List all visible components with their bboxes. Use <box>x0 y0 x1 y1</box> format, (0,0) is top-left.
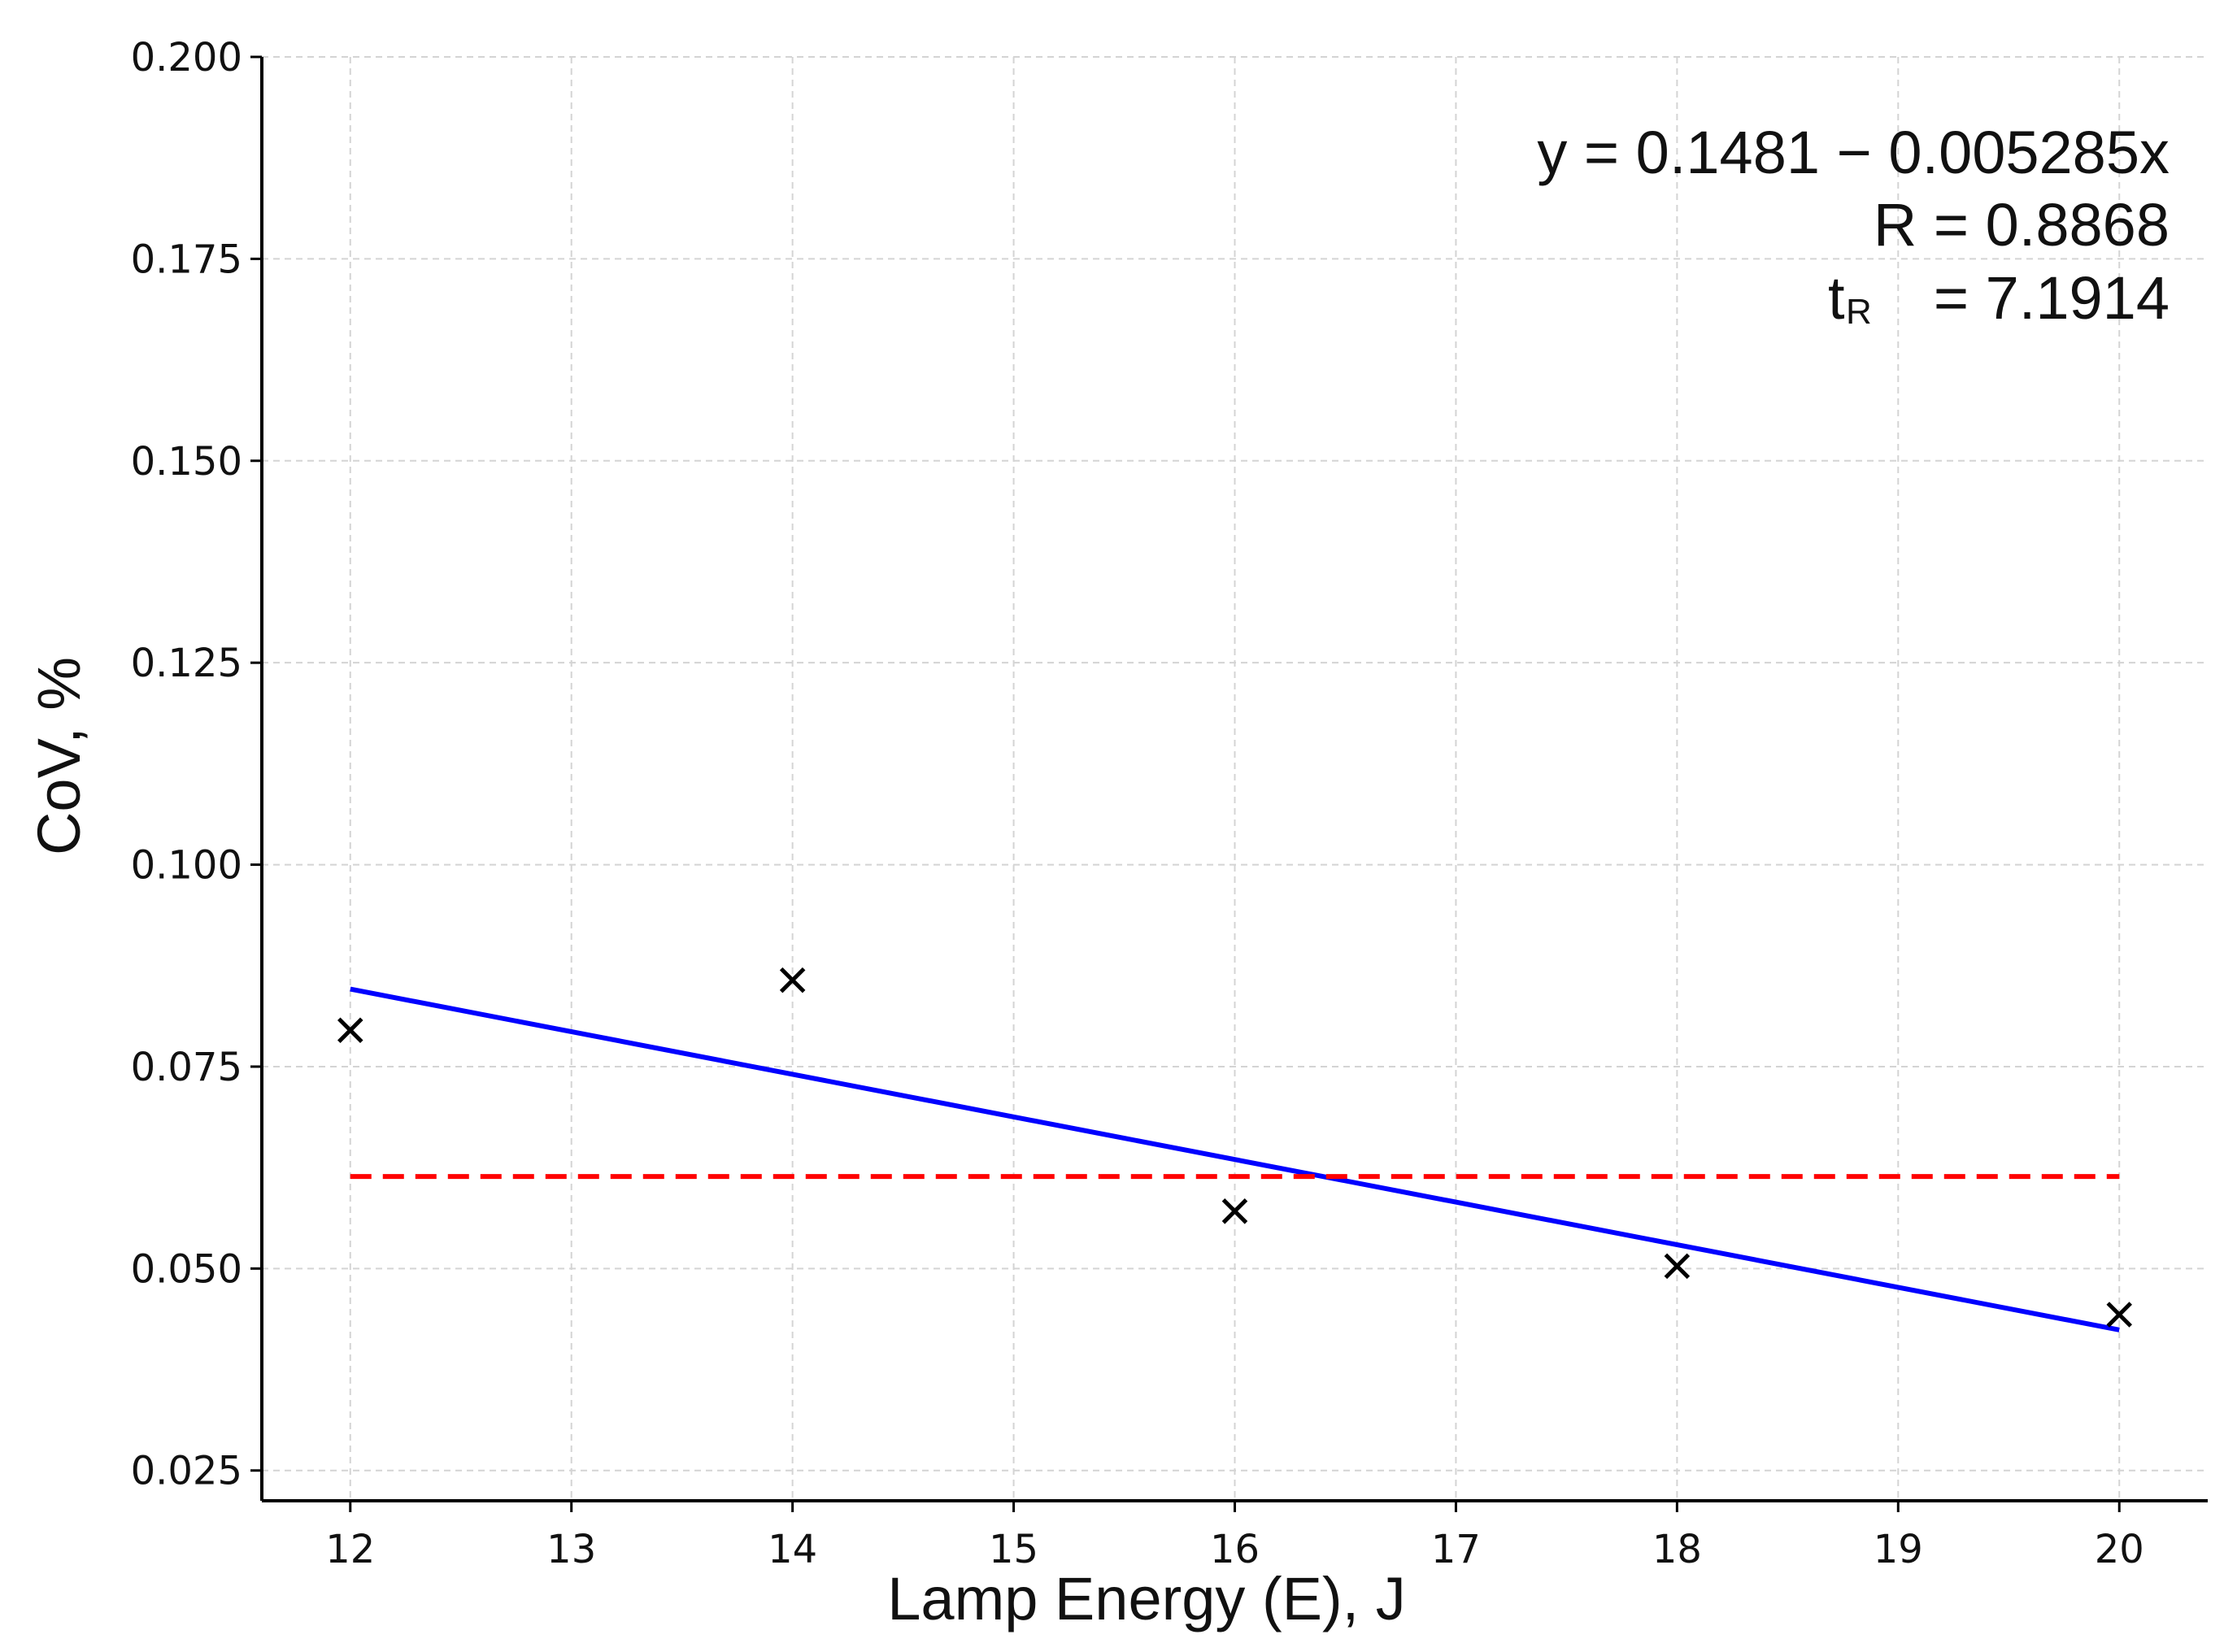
data-point <box>2106 1302 2132 1328</box>
y-tick-label: 0.175 <box>131 237 242 282</box>
fit-annotation: y = 0.1481 − 0.005285x R = 0.8868 = 7.19… <box>1537 119 2170 332</box>
data-point-stroke <box>779 967 806 993</box>
r-value-text: R = 0.8868 <box>1874 191 2170 259</box>
data-point-stroke <box>337 1017 363 1044</box>
x-tick-label: 19 <box>1874 1527 1923 1572</box>
y-tick-label: 0.100 <box>131 843 242 889</box>
data-point <box>779 967 806 993</box>
x-tick-label: 16 <box>1210 1527 1260 1572</box>
y-axis-title: CoV, % <box>25 657 93 855</box>
data-point-stroke <box>1664 1253 1691 1280</box>
t-symbol-text: t <box>1828 264 1845 332</box>
t-value-text: = 7.1914 <box>1934 264 2170 332</box>
data-point <box>337 1017 363 1044</box>
x-tick-label: 20 <box>2095 1527 2144 1572</box>
x-tick-label: 18 <box>1652 1527 1702 1572</box>
x-axis-title: Lamp Energy (E), J <box>887 1565 1405 1632</box>
y-tick-label: 0.125 <box>131 641 242 686</box>
x-tick-label: 12 <box>325 1527 375 1572</box>
ticks: 12 13 14 15 16 17 18 19 20 0.025 0.050 0.075 0.100 0.… <box>131 35 2144 1572</box>
y-tick-label: 0.025 <box>131 1449 242 1494</box>
x-tick-label: 15 <box>989 1527 1038 1572</box>
data-point-stroke <box>2106 1302 2132 1328</box>
series <box>337 967 2132 1332</box>
y-tick-label: 0.050 <box>131 1246 242 1292</box>
data-point <box>1221 1198 1248 1224</box>
equation-text: y = 0.1481 − 0.005285x <box>1537 119 2170 186</box>
y-tick-label: 0.075 <box>131 1045 242 1090</box>
y-tick-label: 0.200 <box>131 35 242 80</box>
x-tick-label: 13 <box>546 1527 596 1572</box>
data-point <box>1664 1253 1691 1280</box>
grid <box>262 56 2208 1501</box>
y-tick-label: 0.150 <box>131 439 242 485</box>
data-point-stroke <box>1221 1198 1248 1224</box>
fit-line <box>350 986 2120 1332</box>
x-tick-label: 17 <box>1431 1527 1481 1572</box>
t-subscript-text: R <box>1846 292 1872 332</box>
x-tick-label: 14 <box>768 1527 817 1572</box>
